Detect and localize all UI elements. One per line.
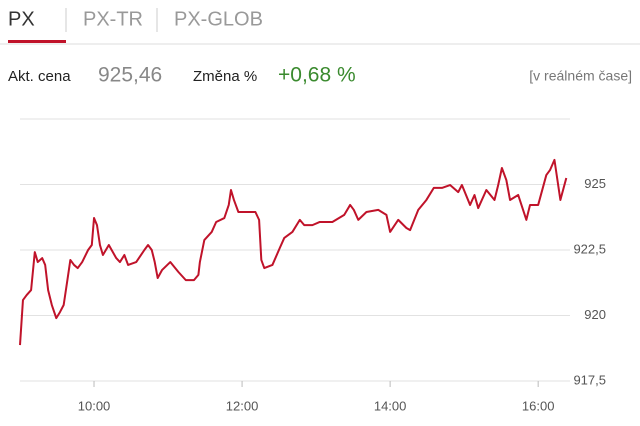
y-tick-label: 925 <box>584 176 606 191</box>
y-tick-label: 920 <box>584 307 606 322</box>
x-tick-label: 16:00 <box>522 398 555 413</box>
y-tick-label: 922,5 <box>573 241 606 256</box>
tab-active[interactable]: PX <box>8 8 35 30</box>
x-tick-label: 12:00 <box>226 398 259 413</box>
tab-underline <box>8 40 66 43</box>
tab[interactable]: PX-TR <box>83 8 143 30</box>
change: +0,68 % <box>278 64 356 87</box>
x-tick-label: 10:00 <box>78 398 111 413</box>
price-line <box>19 158 568 346</box>
price: 925,46 <box>98 64 162 87</box>
x-tick-label: 14:00 <box>374 398 407 413</box>
change-label: Změna % <box>193 68 257 85</box>
realtime-note: [v reálném čase] <box>529 68 632 84</box>
price-label: Akt. cena <box>8 68 71 85</box>
tab[interactable]: PX-GLOB <box>174 8 263 30</box>
y-tick-label: 917,5 <box>573 372 606 387</box>
